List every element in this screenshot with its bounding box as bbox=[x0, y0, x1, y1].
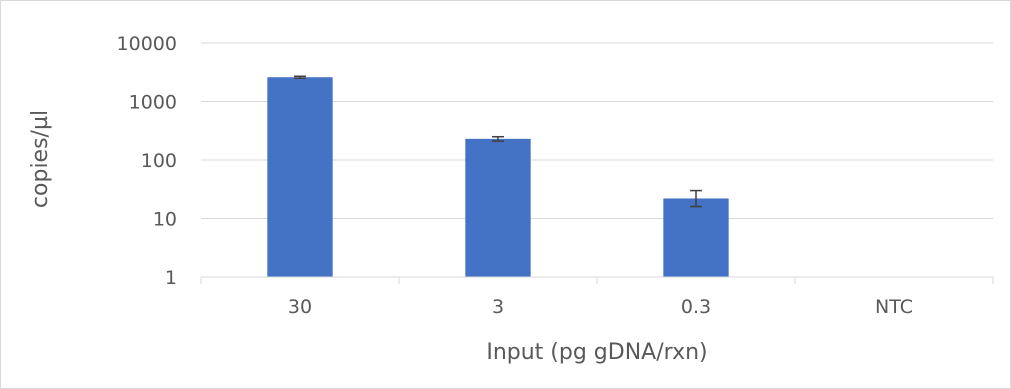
x-tick-label: 30 bbox=[288, 296, 312, 318]
bars bbox=[267, 77, 729, 277]
y-tick-label: 100 bbox=[141, 150, 177, 172]
y-tick-label: 10 bbox=[153, 209, 177, 231]
x-tick-label: 3 bbox=[492, 296, 504, 318]
x-axis-title: Input (pg gDNA/rxn) bbox=[486, 340, 707, 365]
axes: 1 10 100 1000 10000 30 3 0.3 NTC bbox=[117, 33, 994, 318]
bar bbox=[663, 198, 729, 277]
y-tick-label: 1 bbox=[165, 267, 177, 289]
gridlines bbox=[201, 42, 993, 219]
y-axis-title: copies/µl bbox=[28, 110, 53, 208]
x-tick-label: 0.3 bbox=[681, 296, 711, 318]
bar bbox=[267, 77, 333, 277]
x-tick-label: NTC bbox=[875, 296, 913, 318]
bar bbox=[465, 138, 531, 277]
error-bars bbox=[294, 75, 702, 208]
y-tick-label: 10000 bbox=[117, 33, 177, 55]
y-tick-label: 1000 bbox=[129, 92, 177, 114]
